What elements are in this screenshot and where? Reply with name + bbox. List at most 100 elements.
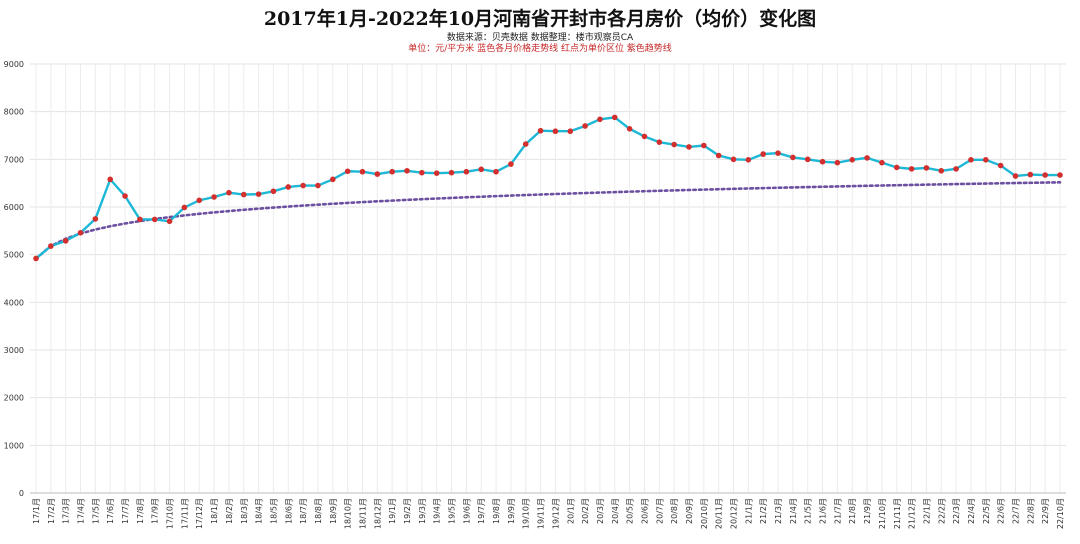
data-point	[567, 128, 574, 135]
x-tick-label: 17/6月	[106, 498, 115, 524]
x-tick-label: 21/4月	[789, 498, 798, 524]
data-point	[389, 168, 395, 175]
data-point	[908, 166, 915, 172]
data-point	[582, 123, 588, 129]
data-point	[522, 141, 529, 147]
x-tick-label: 19/5月	[448, 498, 457, 524]
x-tick-label: 20/1月	[566, 498, 575, 524]
x-tick-label: 22/5月	[982, 498, 991, 524]
x-tick-label: 17/12月	[195, 498, 204, 529]
y-tick-label: 0	[19, 489, 24, 498]
x-tick-label: 20/12月	[730, 498, 739, 529]
x-tick-label: 21/8月	[848, 498, 857, 524]
data-point	[686, 144, 692, 150]
data-point	[997, 162, 1004, 169]
data-point	[270, 188, 277, 195]
data-point	[285, 184, 292, 190]
y-tick-label: 2000	[4, 394, 24, 403]
data-point	[953, 166, 959, 172]
data-point	[938, 167, 945, 174]
data-point	[448, 169, 455, 176]
x-tick-label: 19/2月	[403, 498, 412, 524]
data-point	[196, 197, 203, 204]
data-point	[611, 114, 618, 121]
x-tick-label: 18/6月	[284, 498, 293, 524]
data-point	[790, 154, 796, 161]
y-axis: 0 1000 2000 3000 4000 5000 6000 7000 8000 9000	[4, 60, 24, 498]
data-point	[463, 168, 470, 175]
data-point	[211, 194, 217, 200]
data-point	[330, 176, 336, 183]
data-point	[1057, 172, 1063, 178]
data-point	[493, 168, 499, 175]
x-tick-label: 21/10月	[878, 498, 887, 529]
data-point	[760, 151, 766, 157]
x-tick-label: 20/8月	[670, 498, 679, 524]
data-point	[834, 159, 841, 166]
x-tick-label: 22/2月	[937, 498, 946, 524]
x-tick-label: 20/10月	[700, 498, 709, 529]
x-tick-label: 18/10月	[344, 498, 353, 529]
x-tick-label: 17/10月	[166, 498, 175, 529]
x-tick-label: 21/3月	[774, 498, 783, 524]
y-tick-label: 8000	[4, 108, 24, 117]
x-tick-label: 17/4月	[77, 498, 86, 524]
data-point	[48, 243, 54, 249]
data-point	[597, 116, 603, 123]
y-tick-label: 3000	[4, 346, 24, 355]
x-tick-label: 18/1月	[210, 498, 219, 524]
x-tick-label: 20/6月	[640, 498, 649, 524]
x-tick-label: 19/8月	[492, 498, 501, 524]
data-point	[968, 157, 974, 163]
x-tick-label: 19/7月	[477, 498, 486, 524]
x-tick-label: 22/10月	[1056, 498, 1065, 529]
y-tick-label: 7000	[4, 155, 24, 164]
data-point-markers	[33, 114, 1063, 262]
x-tick-label: 20/11月	[715, 498, 724, 529]
y-tick-label: 6000	[4, 203, 24, 212]
y-tick-label: 4000	[4, 298, 24, 307]
x-tick-label: 17/7月	[121, 498, 130, 524]
data-point	[77, 229, 84, 236]
data-point	[315, 182, 321, 189]
x-tick-label: 18/8月	[314, 498, 323, 524]
x-tick-label: 22/9月	[1041, 498, 1050, 524]
x-tick-label: 19/3月	[418, 498, 427, 524]
x-tick-label: 17/3月	[62, 498, 71, 524]
data-point	[819, 158, 826, 165]
data-point	[715, 152, 722, 159]
x-tick-label: 18/12月	[373, 498, 382, 529]
x-tick-label: 21/11月	[893, 498, 902, 529]
data-point	[478, 166, 485, 173]
data-point	[137, 216, 143, 223]
data-point	[701, 142, 707, 149]
data-point	[1012, 173, 1019, 179]
y-tick-label: 5000	[4, 251, 24, 260]
x-tick-label: 22/6月	[997, 498, 1006, 524]
data-point	[62, 238, 69, 244]
x-tick-label: 17/9月	[151, 498, 160, 524]
x-tick-label: 21/12月	[908, 498, 917, 529]
gridlines	[30, 63, 1066, 494]
data-point	[508, 161, 514, 167]
x-axis: 17/1月 17/2月 17/3月 17/4月 17/5月 17/6月 17/7月 17/8月…	[30, 492, 1066, 529]
x-tick-label: 19/11月	[537, 498, 546, 529]
data-point	[641, 133, 648, 140]
x-tick-label: 22/7月	[1011, 498, 1020, 524]
x-tick-label: 17/2月	[47, 498, 56, 524]
x-tick-label: 17/1月	[32, 498, 41, 524]
x-tick-label: 19/4月	[433, 498, 442, 524]
data-point	[864, 155, 870, 161]
x-tick-label: 21/7月	[833, 498, 842, 524]
data-point	[804, 156, 811, 163]
x-tick-label: 18/11月	[358, 498, 367, 529]
data-point	[879, 159, 885, 166]
x-tick-label: 20/3月	[596, 498, 605, 524]
x-tick-label: 21/6月	[819, 498, 828, 524]
x-tick-label: 21/9月	[863, 498, 872, 524]
monthly-price-line	[35, 116, 1060, 260]
x-tick-label: 22/1月	[922, 498, 931, 524]
data-point	[300, 182, 306, 189]
data-point	[982, 157, 989, 163]
